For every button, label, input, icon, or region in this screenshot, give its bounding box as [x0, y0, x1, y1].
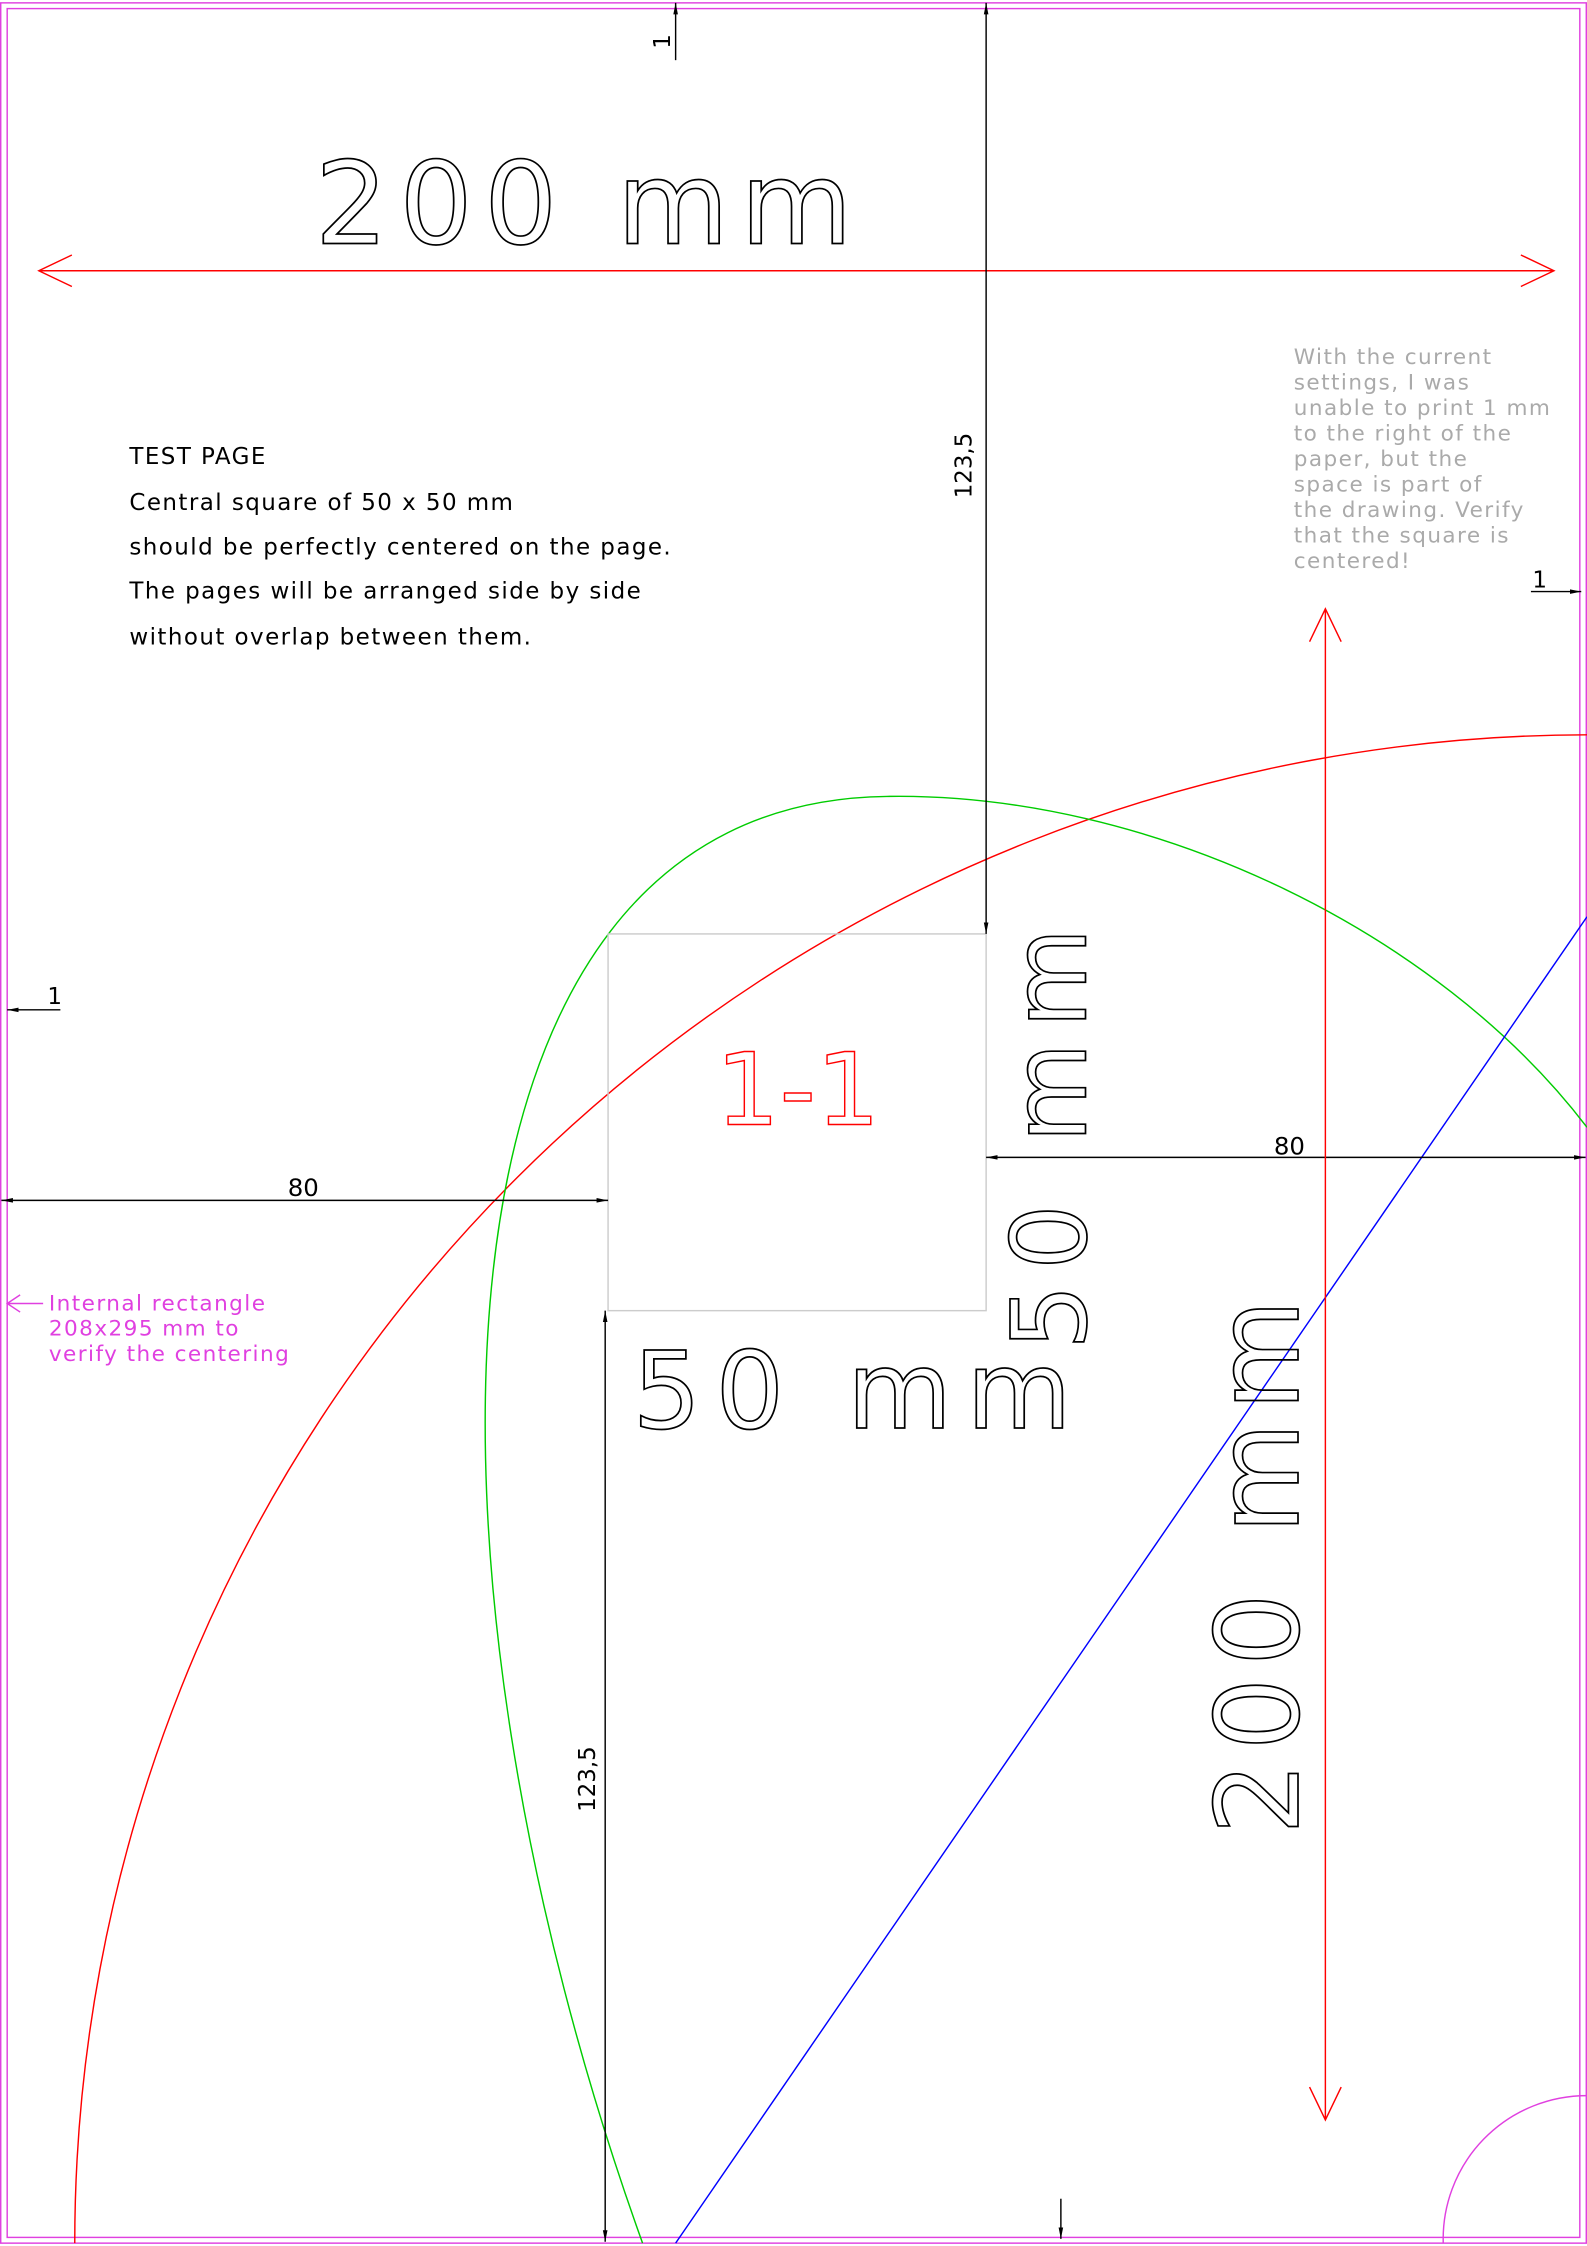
height-dimension	[1308, 607, 1342, 2122]
instructions: Central square of 50 x 50 mm should be p…	[128, 490, 672, 651]
width-dimension	[37, 254, 1556, 288]
note-line: the drawing. Verify	[1294, 498, 1525, 523]
note-line: space is part of	[1294, 472, 1483, 497]
note-line: unable to print 1 mm	[1294, 396, 1552, 421]
square-height-label: 50 mm	[990, 913, 1110, 1350]
instruction-line: without overlap between them.	[129, 625, 532, 651]
margin-label: 1	[47, 984, 62, 1010]
margin-label: 1	[650, 34, 676, 49]
rectangle-note-line: Internal rectangle	[49, 1292, 267, 1317]
note-line: paper, but the	[1294, 447, 1469, 472]
page-title: TEST PAGE	[128, 444, 266, 470]
bottom-offset-label: 123,5	[575, 1746, 601, 1812]
width-label: 200 mm	[315, 138, 864, 272]
instruction-line: Central square of 50 x 50 mm	[129, 490, 514, 516]
note-line: that the square is	[1294, 523, 1510, 548]
inner-rectangle	[6, 7, 1581, 2239]
note-line: settings, I was	[1294, 370, 1471, 395]
magenta-arc	[1442, 2094, 1587, 2244]
left-offset-label: 80	[288, 1173, 319, 1202]
margin-label: 1	[1532, 567, 1547, 593]
right-offset-label: 80	[1274, 1132, 1305, 1161]
height-label: 200 mm	[1192, 1288, 1326, 1835]
instruction-line: The pages will be arranged side by side	[128, 579, 642, 605]
blue-line	[675, 916, 1587, 2244]
top-offset-label: 123,5	[952, 433, 978, 499]
margin-label: 1	[1069, 2234, 1070, 2236]
rectangle-note-line: verify the centering	[49, 1342, 290, 1367]
note-line: to the right of the	[1294, 421, 1513, 446]
square-label: 1-1	[716, 1032, 880, 1149]
square-width-label: 50 mm	[633, 1329, 1086, 1454]
note-line: centered!	[1294, 549, 1411, 574]
red-arc	[74, 734, 1587, 2244]
note-line: With the current	[1294, 345, 1493, 370]
rectangle-note-line: 208x295 mm to	[49, 1317, 240, 1342]
central-square	[607, 933, 987, 1312]
instruction-line: should be perfectly centered on the page…	[129, 534, 672, 560]
green-curve	[484, 795, 1587, 2244]
rectangle-arrow	[5, 1294, 44, 1313]
